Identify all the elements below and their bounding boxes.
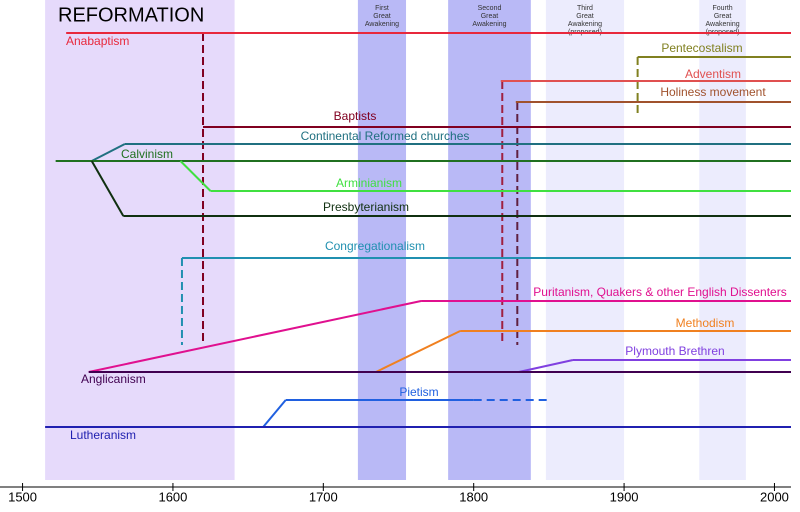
period-band [545,0,625,480]
denomination-label: Plymouth Brethren [625,344,724,358]
denomination-label: Puritanism, Quakers & other English Diss… [533,285,786,299]
denomination-label: Pentecostalism [661,41,742,55]
denomination-label: Lutheranism [70,428,136,442]
period-label: First [375,5,389,12]
x-tick-label: 1600 [158,489,187,504]
x-tick-label: 1900 [610,489,639,504]
period-label: Awakening [365,21,399,28]
branch-line [90,160,125,217]
period-label: Awakening [472,21,506,28]
x-tick-label: 1500 [8,489,37,504]
denomination-label: Arminianism [336,176,402,190]
period-label: Second [478,5,502,12]
branch-line [179,160,212,192]
period-label: Great [481,13,499,20]
denomination-label: Continental Reformed churches [301,129,470,143]
period-label: Awakening [706,21,740,28]
denomination-label: Presbyterianism [323,200,409,214]
period-label: Great [373,13,391,20]
denomination-label: Holiness movement [660,85,766,99]
x-tick-label: 1700 [309,489,338,504]
denomination-label: Anabaptism [66,34,129,48]
period-title: REFORMATION [58,4,204,26]
denomination-label: Congregationalism [325,239,425,253]
period-label: Awakening [568,21,602,28]
denomination-label: Pietism [399,385,438,399]
period-label: Fourth [712,5,732,12]
denomination-label: Methodism [676,316,735,330]
denomination-label: Calvinism [121,147,173,161]
x-tick-label: 1800 [459,489,488,504]
branch-line [375,330,461,373]
period-band [45,0,235,480]
denomination-label: Anglicanism [81,372,146,386]
period-label: Great [576,13,594,20]
branch-line [518,359,574,373]
period-label: Third [577,5,593,12]
x-tick-label: 2000 [760,489,789,504]
denomination-label: Adventism [685,67,741,81]
branch-line [262,399,287,428]
branch-line [91,143,126,162]
period-band [448,0,531,480]
branch-line [88,300,422,373]
denomination-label: Baptists [334,109,377,123]
period-label: Great [714,13,732,20]
